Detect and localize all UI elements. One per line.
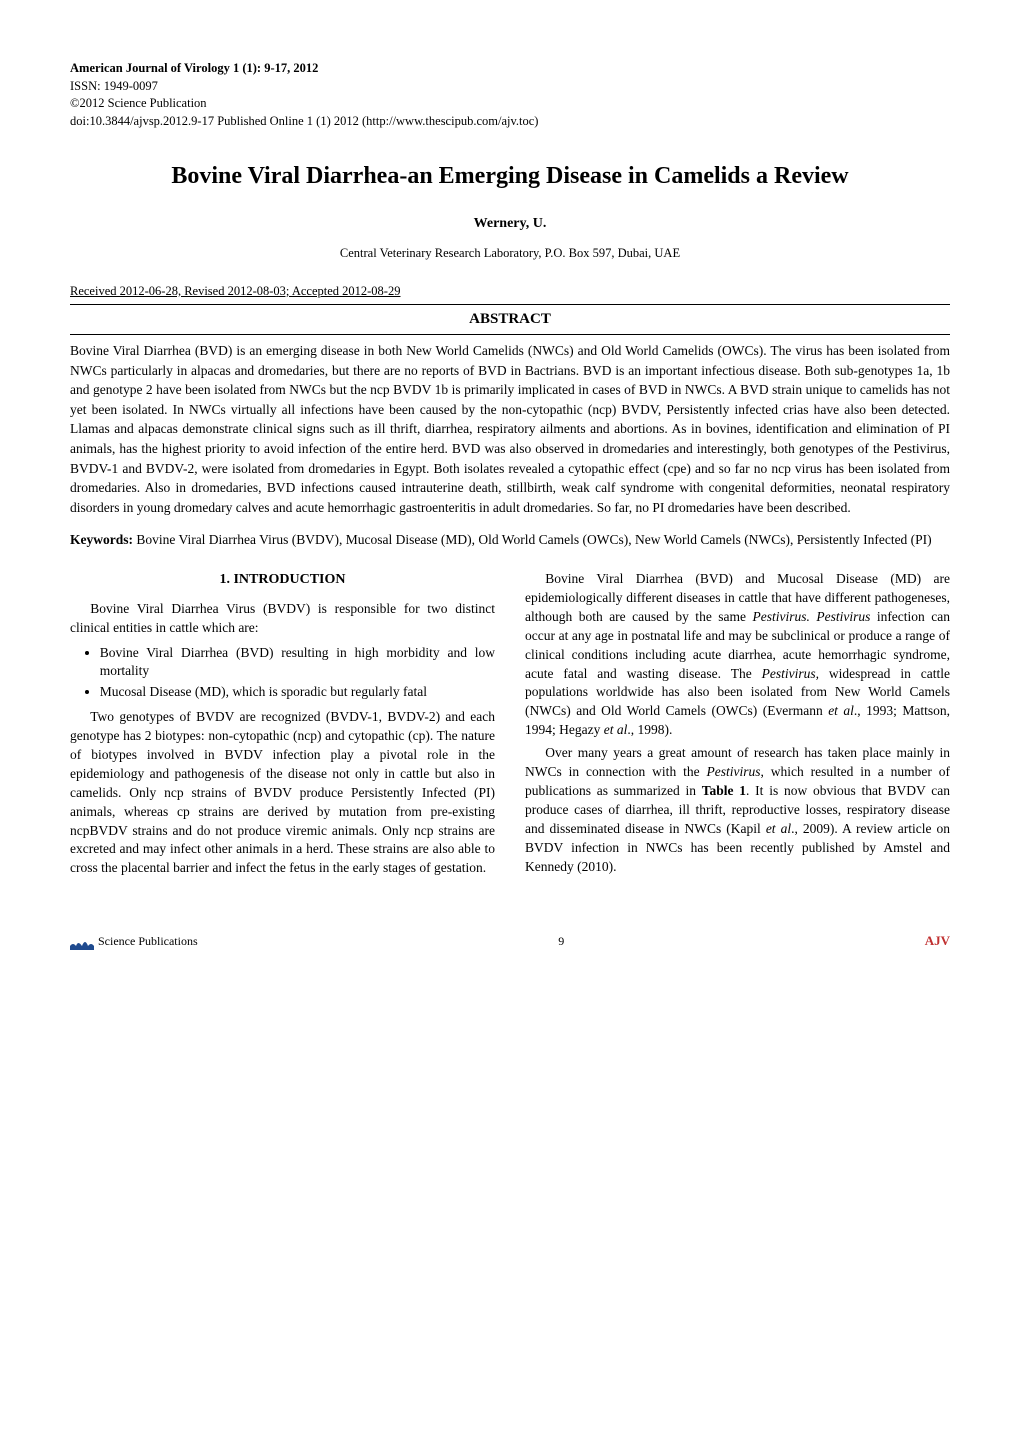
- introduction-heading: 1. INTRODUCTION: [70, 570, 495, 590]
- paper-title: Bovine Viral Diarrhea-an Emerging Diseas…: [70, 160, 950, 194]
- footer-journal-abbr: AJV: [925, 932, 950, 950]
- rp2-seg-d: Table 1: [702, 783, 746, 798]
- rp1-seg-d: Pestivirus,: [762, 666, 819, 681]
- keywords-label: Keywords:: [70, 532, 133, 547]
- two-column-body: 1. INTRODUCTION Bovine Viral Diarrhea Vi…: [70, 570, 950, 882]
- rp2-seg-f: et al: [766, 821, 791, 836]
- rp1-seg-i: ., 1998).: [627, 722, 672, 737]
- intro-bullet-1: Bovine Viral Diarrhea (BVD) resulting in…: [100, 644, 495, 682]
- footer-publisher: Science Publications: [98, 933, 198, 950]
- right-paragraph-2: Over many years a great amount of resear…: [525, 744, 950, 876]
- keywords-block: Keywords: Bovine Viral Diarrhea Virus (B…: [142, 531, 950, 550]
- rp1-seg-h: et al: [604, 722, 628, 737]
- publisher-logo-icon: [70, 932, 94, 950]
- journal-doi: doi:10.3844/ajvsp.2012.9-17 Published On…: [70, 113, 950, 131]
- page-footer: Science Publications 9 AJV: [70, 932, 950, 950]
- intro-bullet-2: Mucosal Disease (MD), which is sporadic …: [100, 683, 495, 702]
- journal-title-line: American Journal of Virology 1 (1): 9-17…: [70, 60, 950, 78]
- rp1-seg-b: Pestivirus. Pestivirus: [753, 609, 871, 624]
- intro-paragraph-1: Bovine Viral Diarrhea Virus (BVDV) is re…: [70, 600, 495, 638]
- rp1-seg-f: et al: [828, 703, 854, 718]
- abstract-text: Bovine Viral Diarrhea (BVD) is an emergi…: [70, 341, 950, 517]
- journal-issn: ISSN: 1949-0097: [70, 78, 950, 96]
- right-column: Bovine Viral Diarrhea (BVD) and Mucosal …: [525, 570, 950, 882]
- keywords-text: Bovine Viral Diarrhea Virus (BVDV), Muco…: [136, 532, 931, 547]
- intro-paragraph-2: Two genotypes of BVDV are recognized (BV…: [70, 708, 495, 878]
- abstract-heading: ABSTRACT: [70, 304, 950, 335]
- intro-bullet-list: Bovine Viral Diarrhea (BVD) resulting in…: [70, 644, 495, 703]
- left-column: 1. INTRODUCTION Bovine Viral Diarrhea Vi…: [70, 570, 495, 882]
- journal-copyright: ©2012 Science Publication: [70, 95, 950, 113]
- right-paragraph-1: Bovine Viral Diarrhea (BVD) and Mucosal …: [525, 570, 950, 740]
- journal-info-block: American Journal of Virology 1 (1): 9-17…: [70, 60, 950, 130]
- footer-left: Science Publications: [70, 932, 198, 950]
- author-name: Wernery, U.: [70, 214, 950, 234]
- rp2-seg-b: Pestivirus: [707, 764, 761, 779]
- received-dates: Received 2012-06-28, Revised 2012-08-03;…: [70, 283, 950, 301]
- footer-page-number: 9: [198, 933, 925, 950]
- author-affiliation: Central Veterinary Research Laboratory, …: [70, 245, 950, 263]
